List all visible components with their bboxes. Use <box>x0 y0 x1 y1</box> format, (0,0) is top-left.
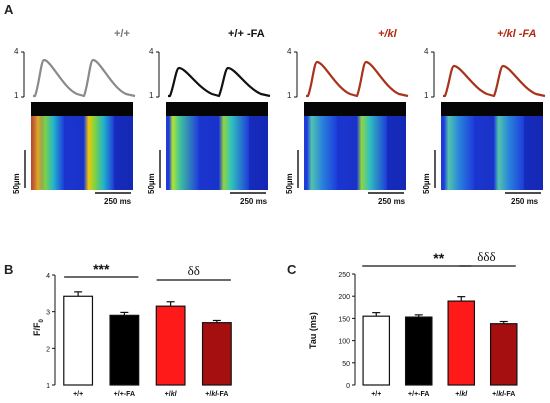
trace-ytick-4: 4 <box>287 47 292 56</box>
linescan-panel <box>431 51 546 194</box>
linescan-dark-top <box>304 102 406 116</box>
y-tick-label: 1 <box>46 383 50 390</box>
scale-time-label: 250 ms <box>511 197 539 206</box>
condition-title-kl: +/kl <box>378 28 397 40</box>
linescan-panel <box>21 51 136 194</box>
y-tick-label: 0 <box>346 383 350 390</box>
linescan-dark-top <box>441 102 543 116</box>
significance-label: δδδ <box>477 249 495 264</box>
significance-label: *** <box>93 261 110 277</box>
linescan-dark-top <box>166 102 268 116</box>
scale-time-label: 250 ms <box>104 197 132 206</box>
significance-label: δδ <box>188 263 200 278</box>
x-tick-label: +/kl-FA <box>205 391 228 398</box>
calcium-trace <box>306 60 409 98</box>
trace-ytick-1: 1 <box>424 91 429 100</box>
linescan-release-band <box>84 116 114 190</box>
linescan-release-band <box>494 116 524 190</box>
linescan-release-band <box>219 116 249 190</box>
x-tick-label: +/+-FA <box>408 391 429 398</box>
x-tick-label: +/kl-FA <box>492 391 515 398</box>
bar <box>155 305 186 386</box>
panel-a-graphics <box>21 51 546 194</box>
y-tick-label: 200 <box>338 294 350 301</box>
y-tick-label: 150 <box>338 316 350 323</box>
condition-title-wt-fa: +/+ -FA <box>228 28 265 40</box>
x-tick-label: +/+-FA <box>114 391 135 398</box>
bar <box>447 300 476 386</box>
calcium-trace <box>443 64 546 98</box>
bar <box>489 323 518 386</box>
trace-ytick-4: 4 <box>14 47 19 56</box>
bar <box>63 295 94 386</box>
linescan-release-band <box>444 116 474 190</box>
y-tick-label: 100 <box>338 339 350 346</box>
y-tick-label: 50 <box>342 361 350 368</box>
y-tick-label: 2 <box>46 346 50 353</box>
condition-title-wt: +/+ <box>114 28 130 40</box>
linescan-release-band <box>169 116 199 190</box>
bar <box>362 315 391 386</box>
trace-ytick-4: 4 <box>424 47 429 56</box>
panel-b-label: B <box>4 262 14 277</box>
x-tick-label: +/+ <box>73 391 83 398</box>
calcium-trace <box>33 58 136 98</box>
trace-ytick-1: 1 <box>14 91 19 100</box>
x-tick-label: +/+ <box>371 391 381 398</box>
calcium-trace <box>168 66 271 98</box>
y-tick-label: 250 <box>338 272 350 279</box>
linescan-release-band <box>357 116 387 190</box>
panel-a-label: A <box>4 2 14 17</box>
linescan-panel <box>294 51 409 194</box>
condition-title-kl-fa: +/kl -FA <box>497 28 537 40</box>
bar <box>109 314 140 386</box>
significance-label: ** <box>433 250 444 266</box>
trace-ytick-4: 4 <box>149 47 154 56</box>
y-tick-label: 4 <box>46 273 50 280</box>
x-tick-label: +/kl <box>165 391 178 398</box>
linescan-edge <box>31 116 45 190</box>
scale-time-label: 250 ms <box>378 197 406 206</box>
panel-c-label: C <box>287 262 297 277</box>
scale-time-label: 250 ms <box>240 197 268 206</box>
trace-ytick-1: 1 <box>149 91 154 100</box>
bar <box>404 316 433 386</box>
linescan-release-band <box>307 116 337 190</box>
y-tick-label: 3 <box>46 310 50 317</box>
bar <box>201 322 232 386</box>
trace-ytick-1: 1 <box>287 91 292 100</box>
x-tick-label: +/kl <box>455 391 468 398</box>
linescan-panel <box>156 51 271 194</box>
linescan-dark-top <box>31 102 133 116</box>
